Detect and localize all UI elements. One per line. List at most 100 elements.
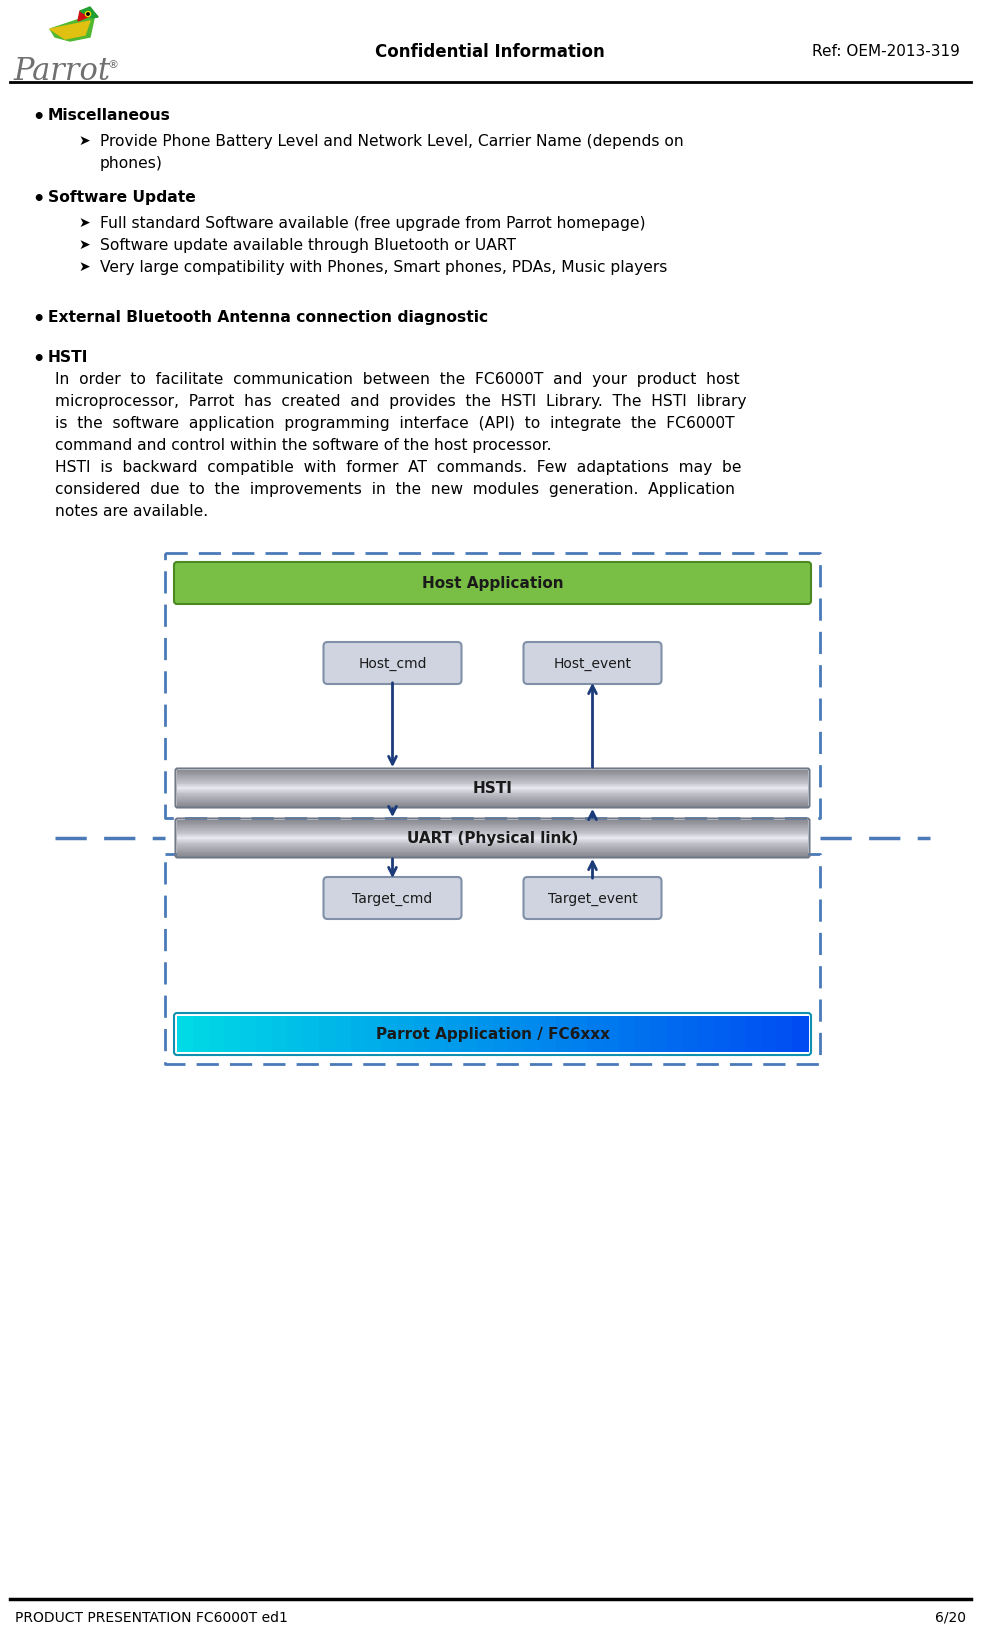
Bar [713,1017,730,1053]
Text: Provide Phone Battery Level and Network Level, Carrier Name (depends on: Provide Phone Battery Level and Network … [100,134,684,149]
Polygon shape [50,15,95,42]
Bar [177,787,808,788]
Bar [177,774,808,775]
Bar [697,1017,714,1053]
Bar [177,844,808,845]
Bar [177,854,808,855]
Text: HSTI: HSTI [48,349,88,366]
Bar [177,772,808,774]
Bar [177,831,808,832]
Text: Parrot: Parrot [13,57,110,88]
FancyBboxPatch shape [524,643,661,684]
Bar [382,1017,399,1053]
Text: Target_event: Target_event [547,891,638,906]
Bar [177,801,808,803]
Bar [177,800,808,801]
Bar [335,1017,351,1053]
Bar [445,1017,462,1053]
Bar [177,829,808,831]
Bar [492,1017,509,1053]
Bar [177,795,808,796]
Text: Ref: OEM-2013-319: Ref: OEM-2013-319 [812,44,960,59]
Bar [177,782,808,783]
Text: 6/20: 6/20 [935,1611,966,1624]
Circle shape [85,13,90,18]
FancyBboxPatch shape [524,878,661,919]
Bar [177,855,808,857]
Text: In  order  to  facilitate  communication  between  the  FC6000T  and  your  prod: In order to facilitate communication bet… [55,372,740,387]
Text: Full standard Software available (free upgrade from Parrot homepage): Full standard Software available (free u… [100,215,645,230]
Bar [177,845,808,847]
Text: command and control within the software of the host processor.: command and control within the software … [55,437,551,452]
Bar [776,1017,794,1053]
Bar [177,827,808,829]
Text: Confidential Information: Confidential Information [375,42,605,60]
Bar [177,780,808,782]
Bar [177,803,808,805]
Bar [745,1017,761,1053]
Bar [793,1017,809,1053]
Bar [177,855,808,857]
Text: ®: ® [107,60,118,70]
Bar [177,847,808,849]
Text: •: • [32,349,44,369]
Bar [177,788,808,790]
Bar [760,1017,778,1053]
Bar [177,826,808,827]
Bar [177,777,808,778]
Bar [177,821,808,823]
Bar [177,800,808,801]
Bar [177,775,808,777]
Bar [177,775,808,777]
Bar [177,792,808,793]
Bar [508,1017,525,1053]
Bar [177,837,808,839]
Bar [240,1017,257,1053]
Polygon shape [78,11,98,21]
Bar [177,826,808,827]
Text: notes are available.: notes are available. [55,504,208,519]
Bar [177,780,808,782]
Bar [209,1017,226,1053]
Bar [177,845,808,847]
Bar [666,1017,683,1053]
Text: •: • [32,108,44,127]
Bar [177,783,808,785]
Text: ➤: ➤ [78,238,89,251]
Text: •: • [32,310,44,328]
Text: Software update available through Bluetooth or UART: Software update available through Blueto… [100,238,516,253]
Bar [177,839,808,840]
Bar [177,831,808,832]
Bar [177,842,808,844]
Text: •: • [32,189,44,209]
Bar [177,796,808,798]
Bar [177,778,808,780]
Bar [366,1017,383,1053]
Text: UART (Physical link): UART (Physical link) [407,831,578,845]
Bar [177,823,808,824]
Bar [303,1017,320,1053]
Bar [414,1017,431,1053]
Bar [177,844,808,845]
Text: Parrot Application / FC6xxx: Parrot Application / FC6xxx [376,1027,609,1041]
Bar [540,1017,556,1053]
Bar [177,850,808,852]
Bar [193,1017,210,1053]
Bar [177,852,808,854]
Circle shape [86,13,89,16]
Bar [177,785,808,787]
Bar [177,839,808,840]
Text: Target_cmd: Target_cmd [352,891,433,906]
Bar [177,801,808,803]
Text: Miscellaneous: Miscellaneous [48,108,171,122]
Polygon shape [50,21,90,39]
Bar [177,821,808,823]
Bar [398,1017,415,1053]
Text: Host_event: Host_event [553,656,632,671]
Bar [177,796,808,798]
Text: phones): phones) [100,157,163,171]
Bar [177,849,808,850]
Bar [177,854,808,855]
Bar [256,1017,273,1053]
Bar [177,829,808,831]
